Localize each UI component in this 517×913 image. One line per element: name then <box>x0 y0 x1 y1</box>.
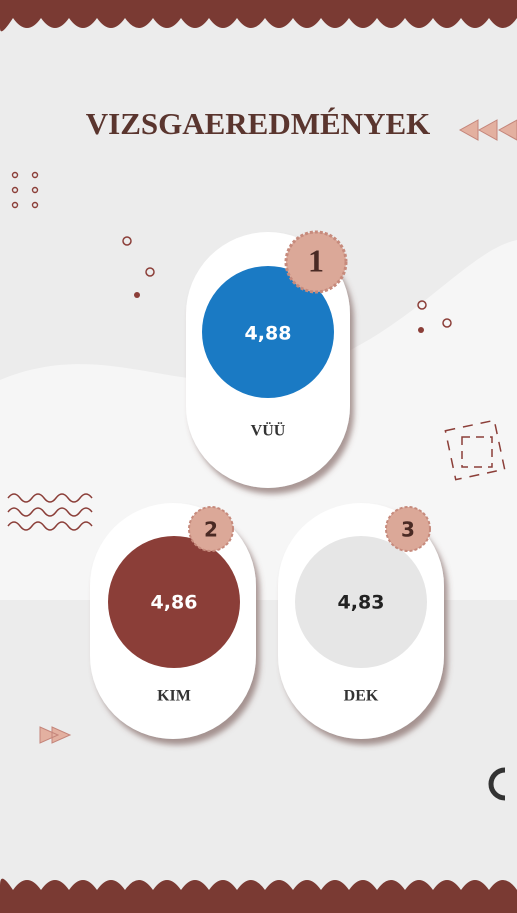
infographic: VIZSGAEREDMÉNYEK 4,88 VÜÜ 1 4,86 KIM 2 4… <box>0 0 517 913</box>
score: 4,88 <box>245 323 292 345</box>
podium-card: 4,88 VÜÜ 1 <box>186 232 350 488</box>
name: DEK <box>344 688 379 705</box>
rank: 3 <box>401 518 415 542</box>
podium-card: 4,83 DEK 3 <box>278 503 444 739</box>
rank: 1 <box>308 242 324 278</box>
page: VIZSGAEREDMÉNYEK 4,88 VÜÜ 1 4,86 KIM 2 4… <box>0 0 517 913</box>
podium-card: 4,86 KIM 2 <box>90 503 256 739</box>
score: 4,83 <box>338 592 385 614</box>
name: KIM <box>157 688 191 705</box>
name: VÜÜ <box>251 422 286 440</box>
title: VIZSGAEREDMÉNYEK <box>86 106 431 141</box>
bottom-border <box>0 879 517 913</box>
rank: 2 <box>204 518 218 542</box>
score: 4,86 <box>151 592 198 614</box>
